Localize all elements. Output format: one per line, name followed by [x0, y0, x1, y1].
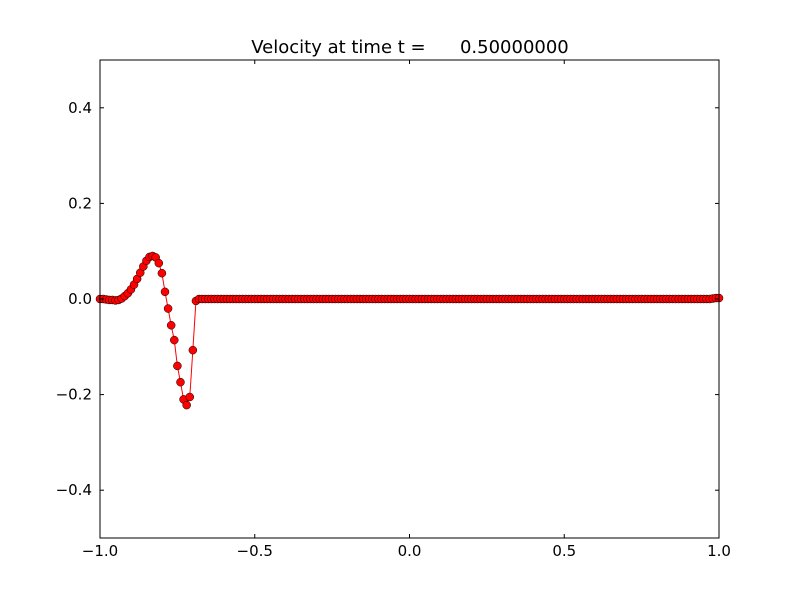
- data-point: [185, 392, 195, 402]
- data-point: [176, 377, 185, 387]
- x-tick-label: −0.5: [237, 542, 273, 560]
- data-point: [188, 345, 198, 355]
- x-tick-label: 1.0: [707, 542, 731, 560]
- x-tick-label: 0.0: [398, 542, 422, 560]
- data-point: [170, 335, 179, 345]
- y-tick-label: 0.4: [68, 99, 92, 117]
- chart-title: Velocity at time t = 0.50000000: [251, 37, 569, 58]
- data-point: [173, 361, 182, 371]
- data-point: [182, 400, 191, 410]
- y-tick-label: 0.2: [68, 194, 92, 212]
- x-tick-label: −1.0: [82, 542, 118, 560]
- data-point: [154, 258, 164, 268]
- data-point: [166, 321, 176, 330]
- data-point: [160, 287, 170, 297]
- y-tick-label: 0.0: [68, 290, 92, 308]
- data-point: [163, 304, 173, 313]
- y-tick-label: −0.4: [56, 481, 92, 499]
- x-tick-label: 0.5: [552, 542, 576, 560]
- y-tick-label: −0.2: [56, 386, 92, 404]
- data-point: [157, 268, 167, 278]
